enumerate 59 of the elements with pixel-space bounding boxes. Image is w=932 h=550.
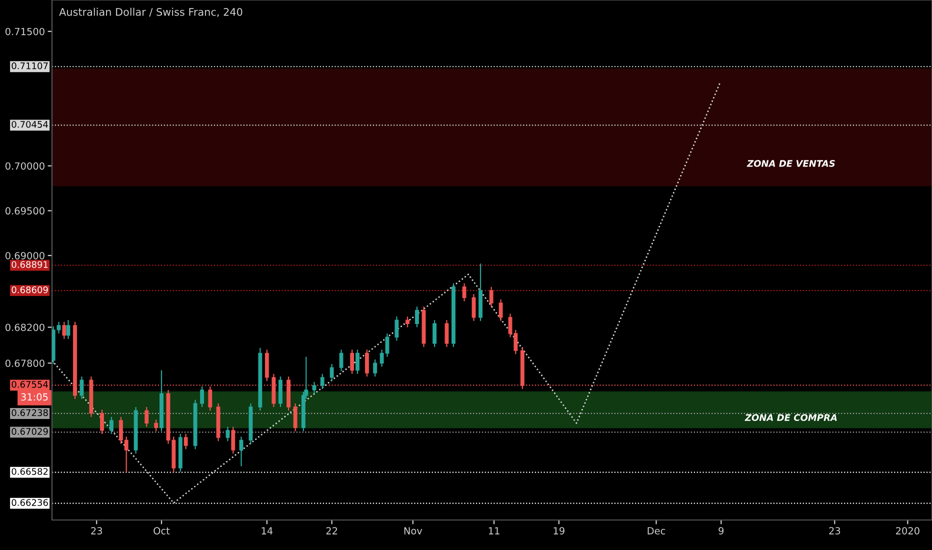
candlestick <box>226 426 230 442</box>
candlestick <box>444 320 449 348</box>
candlestick <box>394 316 399 342</box>
text: 31:05 <box>21 393 48 401</box>
candlestick <box>312 381 316 394</box>
candlestick <box>364 349 369 378</box>
ref-line-label: 0.68891 <box>12 261 48 268</box>
text: Australian Dollar / Swiss Franc, 240 <box>59 8 242 17</box>
x-tick-label: 23 <box>829 527 840 534</box>
ref-line-label: 0.68609 <box>12 286 48 294</box>
candlestick <box>239 436 244 467</box>
y-tick-label: 0.71500 <box>5 28 44 36</box>
candlestick <box>489 286 494 308</box>
y-tick-label: 0.68200 <box>5 324 44 332</box>
candlestick <box>110 416 114 434</box>
ref-line-label: 0.66582 <box>12 468 48 475</box>
y-tick-label: 0.69500 <box>5 207 44 215</box>
ref-line-label: 0.67554 <box>12 380 48 388</box>
ref-line-label: 0.67029 <box>12 428 48 435</box>
candlestick <box>498 298 503 322</box>
candlestick <box>100 409 104 434</box>
band-label: ZONA DE VENTAS <box>746 160 835 167</box>
candlestick <box>406 316 410 328</box>
x-tick-label: 22 <box>326 527 338 534</box>
candlestick <box>432 320 437 348</box>
candlestick <box>356 349 360 374</box>
ref-line-label: 0.67238 <box>12 409 48 416</box>
x-tick-label: Nov <box>404 527 422 534</box>
candlestick <box>415 306 419 328</box>
x-tick-label: Dec <box>648 527 666 534</box>
candlestick <box>462 282 466 302</box>
ref-line-label: 0.70454 <box>12 120 48 128</box>
candlestick <box>350 349 354 374</box>
candlestick <box>373 358 378 378</box>
y-tick-label: 0.70000 <box>5 162 44 170</box>
band-label: ZONA DE COMPRA <box>744 414 837 421</box>
x-tick-label: 23 <box>91 527 102 534</box>
candlestick <box>200 386 204 408</box>
candlestick <box>144 406 149 428</box>
candlestick <box>184 433 188 450</box>
candlestick <box>293 402 298 432</box>
x-tick-label: Oct <box>154 527 170 534</box>
x-tick-label: 9 <box>718 527 724 534</box>
ref-line-label: 0.66236 <box>12 499 48 506</box>
candlestick <box>330 363 334 382</box>
x-tick-label: 19 <box>554 527 564 534</box>
y-tick-label: 0.69000 <box>5 252 44 260</box>
candlestick <box>278 376 282 408</box>
candlestick <box>231 426 236 454</box>
x-tick-label: 11 <box>488 527 500 534</box>
candlestick <box>208 386 212 412</box>
candlestick <box>62 321 66 340</box>
y-tick-label: 0.67800 <box>5 360 44 367</box>
x-tick-label: 2020 <box>896 527 920 534</box>
candlestick <box>66 320 70 340</box>
candlestick <box>320 373 324 390</box>
ref-line-label: 0.71107 <box>12 62 48 70</box>
x-tick-label: 14 <box>262 527 273 534</box>
candlestick <box>154 419 158 432</box>
